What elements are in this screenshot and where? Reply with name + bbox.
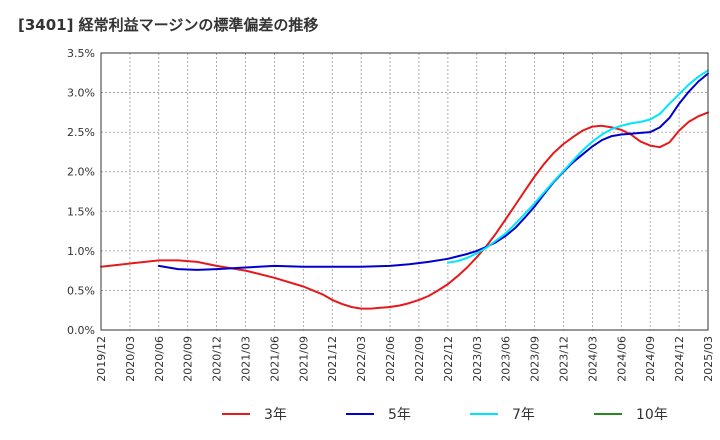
y-tick-label: 1.0%: [67, 245, 95, 258]
x-tick-label: 2020/03: [124, 336, 137, 382]
y-tick-label: 3.0%: [67, 87, 95, 100]
x-tick-label: 2019/12: [95, 336, 108, 382]
x-tick-label: 2021/06: [268, 336, 281, 382]
x-tick-label: 2023/12: [557, 336, 570, 382]
legend-label: 7年: [512, 407, 535, 423]
y-tick-label: 0.5%: [67, 284, 95, 297]
x-tick-label: 2023/06: [500, 336, 513, 382]
x-tick-label: 2024/03: [586, 336, 599, 382]
series-line-1: [100, 111, 709, 310]
legend-label: 10年: [636, 407, 668, 423]
series-line-2: [157, 72, 709, 271]
grid: [101, 53, 708, 330]
y-tick-label: 0.0%: [67, 324, 95, 337]
y-axis: 0.0% 0.5% 1.0% 1.5% 2.0% 2.5% 3.0% 3.5%: [67, 47, 95, 337]
x-tick-label: 2022/12: [442, 336, 455, 382]
legend-label: 5年: [388, 407, 411, 423]
x-tick-label: 2021/12: [326, 336, 339, 382]
x-tick-label: 2021/03: [240, 336, 253, 382]
legend: 3年 5年 7年 10年: [222, 407, 668, 423]
y-tick-label: 1.5%: [67, 205, 95, 218]
x-tick-label: 2020/12: [211, 336, 224, 382]
x-axis: 2019/12 2020/03 2020/06 2020/09 2020/12 2021/…: [95, 336, 715, 382]
series-lines: [100, 69, 709, 310]
x-tick-label: 2021/09: [297, 336, 310, 382]
legend-label: 3年: [264, 407, 287, 423]
x-tick-label: 2024/06: [615, 336, 628, 382]
y-tick-label: 3.5%: [67, 47, 95, 60]
x-tick-label: 2022/06: [384, 336, 397, 382]
x-tick-label: 2023/03: [471, 336, 484, 382]
x-tick-label: 2024/09: [644, 336, 657, 382]
series-line-3: [446, 69, 709, 264]
x-tick-label: 2022/09: [413, 336, 426, 382]
y-tick-label: 2.0%: [67, 166, 95, 179]
x-tick-label: 2022/03: [355, 336, 368, 382]
x-tick-label: 2023/09: [529, 336, 542, 382]
x-tick-label: 2020/09: [182, 336, 195, 382]
chart-title: [3401] 経常利益マージンの標準偏差の推移: [18, 16, 319, 34]
x-tick-label: 2020/06: [153, 336, 166, 382]
y-tick-label: 2.5%: [67, 126, 95, 139]
plot-frame: [100, 52, 709, 331]
x-tick-label: 2025/03: [702, 336, 715, 382]
x-tick-label: 2024/12: [673, 336, 686, 382]
